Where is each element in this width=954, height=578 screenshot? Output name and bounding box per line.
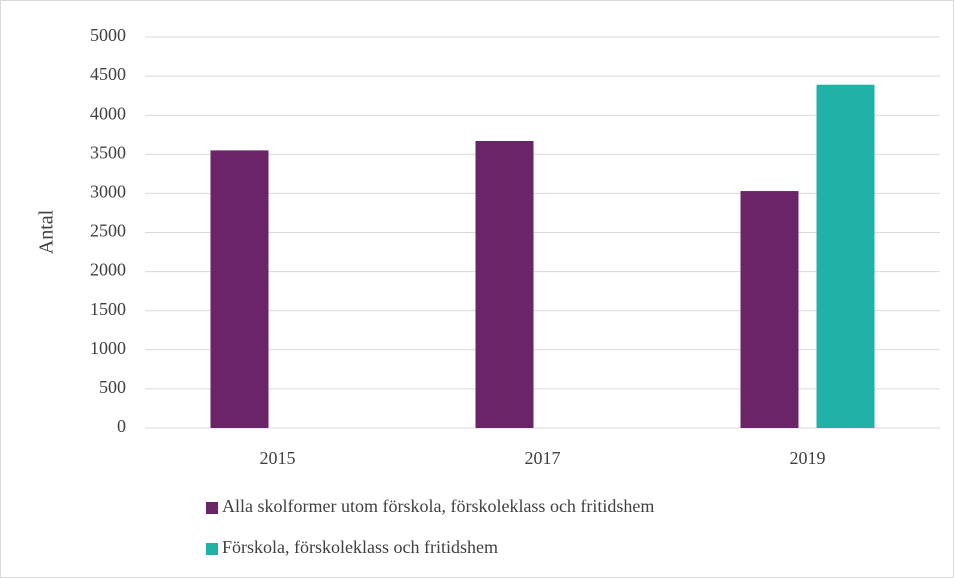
legend-swatch	[206, 543, 218, 555]
bar	[816, 84, 875, 429]
bar	[475, 141, 534, 429]
y-tick-label: 500	[99, 377, 126, 397]
y-axis-label: Antal	[36, 209, 58, 254]
y-tick-label: 1500	[90, 299, 126, 319]
y-tick-label: 3000	[90, 182, 126, 202]
y-tick-label: 1000	[90, 338, 126, 358]
bar	[740, 191, 799, 428]
x-tick-label: 2019	[790, 448, 826, 468]
x-tick-label: 2017	[525, 448, 561, 468]
y-tick-label: 2000	[90, 260, 126, 280]
legend-label: Förskola, förskoleklass och fritidshem	[222, 537, 498, 557]
y-tick-label: 3500	[90, 142, 126, 162]
y-tick-label: 5000	[90, 25, 126, 45]
bar	[210, 150, 269, 428]
legend-label: Alla skolformer utom förskola, förskolek…	[222, 496, 654, 516]
legend-swatch	[206, 502, 218, 514]
y-tick-label: 0	[117, 416, 126, 436]
x-tick-label: 2015	[260, 448, 296, 468]
y-tick-label: 4000	[90, 103, 126, 123]
y-tick-label: 2500	[90, 221, 126, 241]
y-tick-label: 4500	[90, 64, 126, 84]
